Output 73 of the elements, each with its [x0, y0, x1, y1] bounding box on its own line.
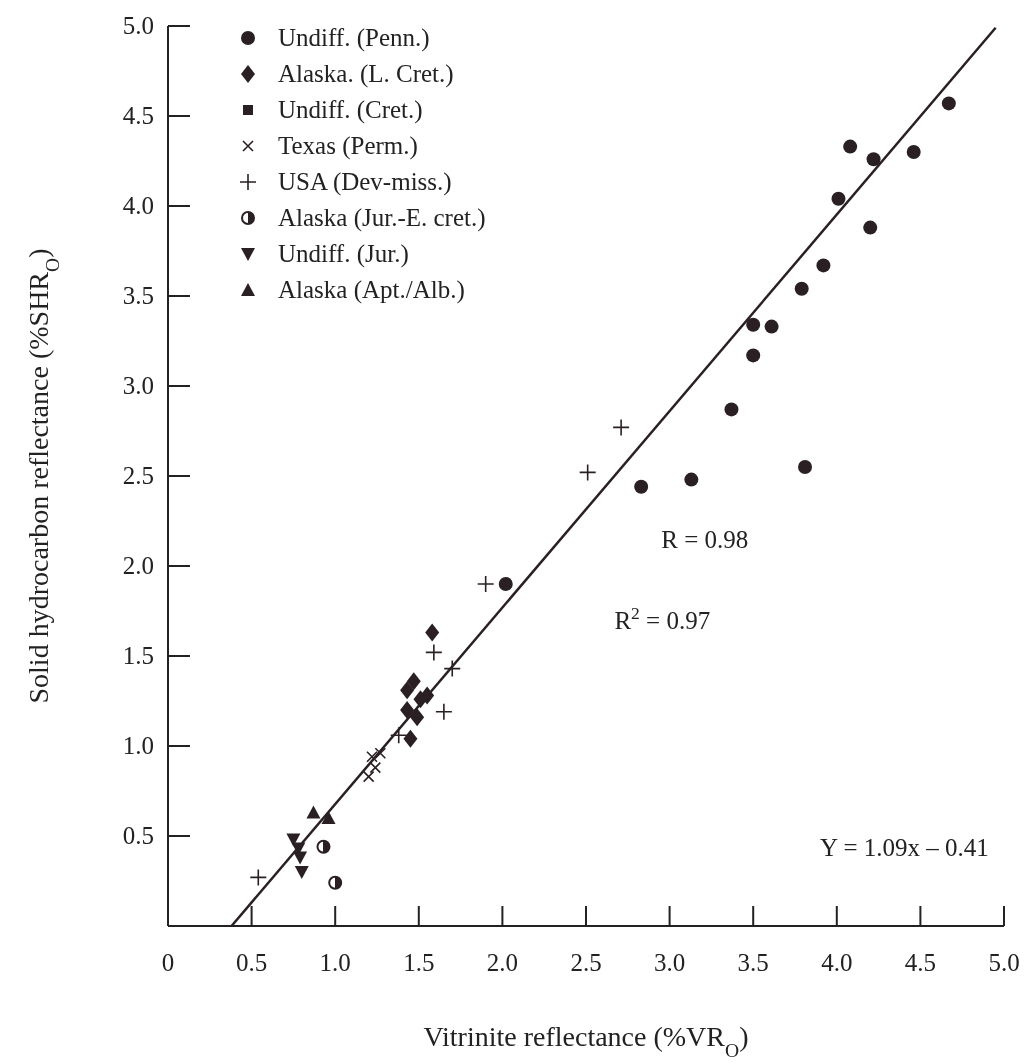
point	[476, 575, 495, 593]
point	[406, 672, 421, 691]
point	[798, 460, 813, 474]
point	[293, 851, 308, 865]
x-tick-label: 2.0	[486, 949, 519, 976]
x-tick-label: 1.5	[403, 949, 435, 976]
legend-label: Undiff. (Penn.)	[278, 24, 430, 52]
point	[443, 659, 462, 678]
point	[403, 729, 418, 748]
point	[369, 761, 382, 774]
point	[831, 191, 846, 206]
y-tick-label: 0.5	[122, 822, 154, 849]
point	[249, 868, 268, 887]
x-tick-label: 4.5	[904, 949, 937, 976]
point	[362, 770, 375, 783]
point	[321, 811, 336, 824]
x-tick-label: 3.5	[737, 949, 769, 976]
point	[425, 643, 443, 662]
point	[498, 577, 513, 591]
x-axis-title: Vitrinite reflectance (%VR$_{O}$)	[423, 1021, 749, 1061]
legend-label: Alaska (Jur.-E. cret.)	[278, 204, 486, 232]
legend-label: Undiff. (Jur.)	[278, 240, 409, 268]
x-tick-label: 0	[161, 949, 175, 976]
point	[366, 751, 378, 763]
x-tick-label: 4.0	[821, 949, 853, 976]
point	[843, 139, 858, 154]
point	[425, 623, 440, 642]
x-tick-label: 2.5	[570, 949, 602, 976]
point	[746, 348, 761, 363]
point	[389, 726, 408, 744]
point	[578, 463, 597, 482]
y-tick-label: 1.0	[122, 732, 154, 759]
point	[941, 96, 956, 111]
point	[316, 839, 331, 854]
point	[866, 152, 881, 167]
y-tick-label: 2.5	[122, 462, 154, 489]
y-tick-label: 4.5	[122, 102, 154, 129]
y-tick-label: 5.0	[122, 12, 154, 39]
point	[906, 145, 921, 159]
point	[863, 220, 878, 235]
x-tick-label: 0.5	[235, 949, 268, 976]
x-tick-label: 3.0	[653, 949, 686, 976]
legend-label: Texas (Perm.)	[278, 132, 418, 160]
point	[764, 319, 779, 334]
point	[400, 681, 415, 700]
point	[724, 402, 739, 417]
point	[410, 708, 425, 727]
point	[746, 317, 761, 332]
annotation: Y = 1.09x – 0.41	[820, 833, 989, 861]
y-tick-label: 3.0	[122, 372, 154, 399]
legend-label: USA (Dev-miss.)	[278, 168, 452, 196]
point	[794, 281, 809, 296]
point	[612, 418, 630, 437]
annotation: R$^{2}$ = 0.97	[614, 603, 711, 634]
point	[328, 875, 343, 890]
y-tick-label: 2.0	[122, 552, 154, 579]
point	[400, 701, 415, 719]
x-tick-label: 1.0	[319, 949, 351, 976]
point	[435, 703, 453, 721]
y-tick-label: 1.5	[122, 642, 154, 669]
point	[306, 805, 321, 819]
y-tick-label: 4.0	[122, 192, 154, 219]
y-tick-label: 3.5	[122, 282, 154, 309]
legend-label: Alaska. (L. Cret.)	[278, 60, 454, 88]
point	[816, 258, 831, 273]
legend-label: Alaska (Apt./Alb.)	[278, 276, 465, 304]
point	[294, 866, 309, 879]
x-tick-label: 5.0	[988, 949, 1020, 976]
legend-label: Undiff. (Cret.)	[278, 96, 423, 124]
point	[634, 479, 649, 494]
annotation: R = 0.98	[661, 526, 749, 553]
point	[374, 747, 387, 759]
point	[684, 472, 699, 487]
